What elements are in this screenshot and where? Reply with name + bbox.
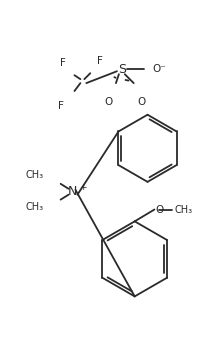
Text: S: S xyxy=(118,63,126,76)
Text: F: F xyxy=(60,58,66,68)
Text: +: + xyxy=(79,183,87,192)
Text: CH₃: CH₃ xyxy=(26,202,44,211)
Text: O⁻: O⁻ xyxy=(152,64,166,74)
Text: F: F xyxy=(97,56,103,66)
Text: O: O xyxy=(137,97,146,107)
Text: CH₃: CH₃ xyxy=(26,170,44,180)
Text: O: O xyxy=(155,205,164,214)
Text: CH₃: CH₃ xyxy=(174,205,192,214)
Text: O: O xyxy=(104,97,112,107)
Text: F: F xyxy=(58,101,64,111)
Text: N: N xyxy=(68,185,77,198)
